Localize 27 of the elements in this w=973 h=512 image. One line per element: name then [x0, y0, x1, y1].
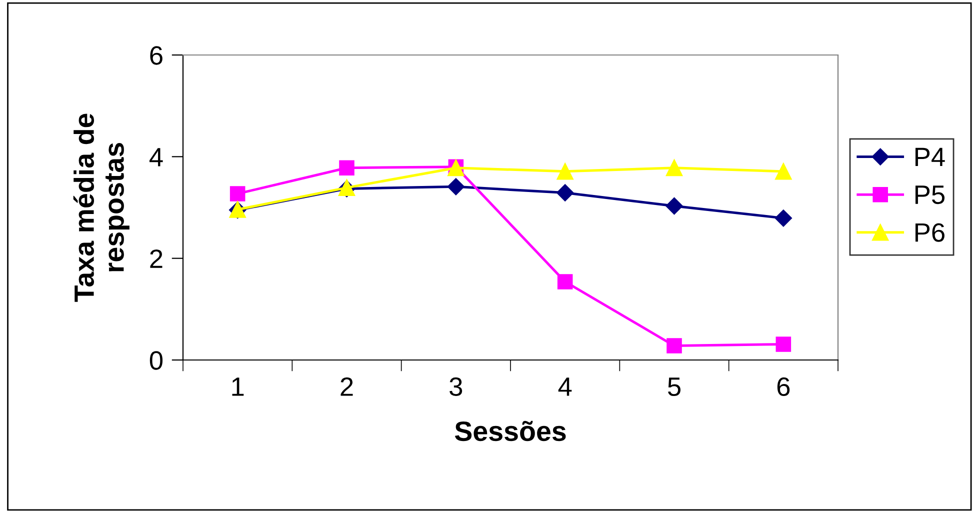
x-axis-title: Sessões [454, 420, 566, 442]
y-tick-label: 2 [150, 249, 162, 268]
legend-label: P5 [916, 186, 945, 204]
y-tick-label: 4 [149, 148, 163, 166]
point [447, 178, 464, 196]
point [230, 186, 246, 202]
point [666, 197, 683, 215]
point [775, 163, 792, 180]
point [339, 160, 354, 176]
x-tick-label: 3 [450, 377, 462, 396]
point [774, 210, 792, 227]
y-tick-label: 6 [150, 46, 162, 65]
x-tick-label: 4 [558, 378, 572, 396]
legend-label: P4 [916, 148, 945, 166]
legend-label: P6 [916, 223, 944, 242]
y-axis-title: Taxa média de respostas [73, 114, 130, 302]
x-tick-label: 6 [777, 377, 790, 396]
x-tick-label: 5 [668, 378, 680, 396]
point [776, 336, 792, 352]
point [666, 160, 683, 176]
point [666, 338, 682, 354]
x-tick-label: 2 [340, 377, 353, 396]
point [557, 274, 573, 290]
point [556, 184, 574, 202]
y-tick-label: 0 [150, 351, 163, 370]
x-tick-label: 1 [232, 378, 244, 396]
point [556, 163, 574, 180]
